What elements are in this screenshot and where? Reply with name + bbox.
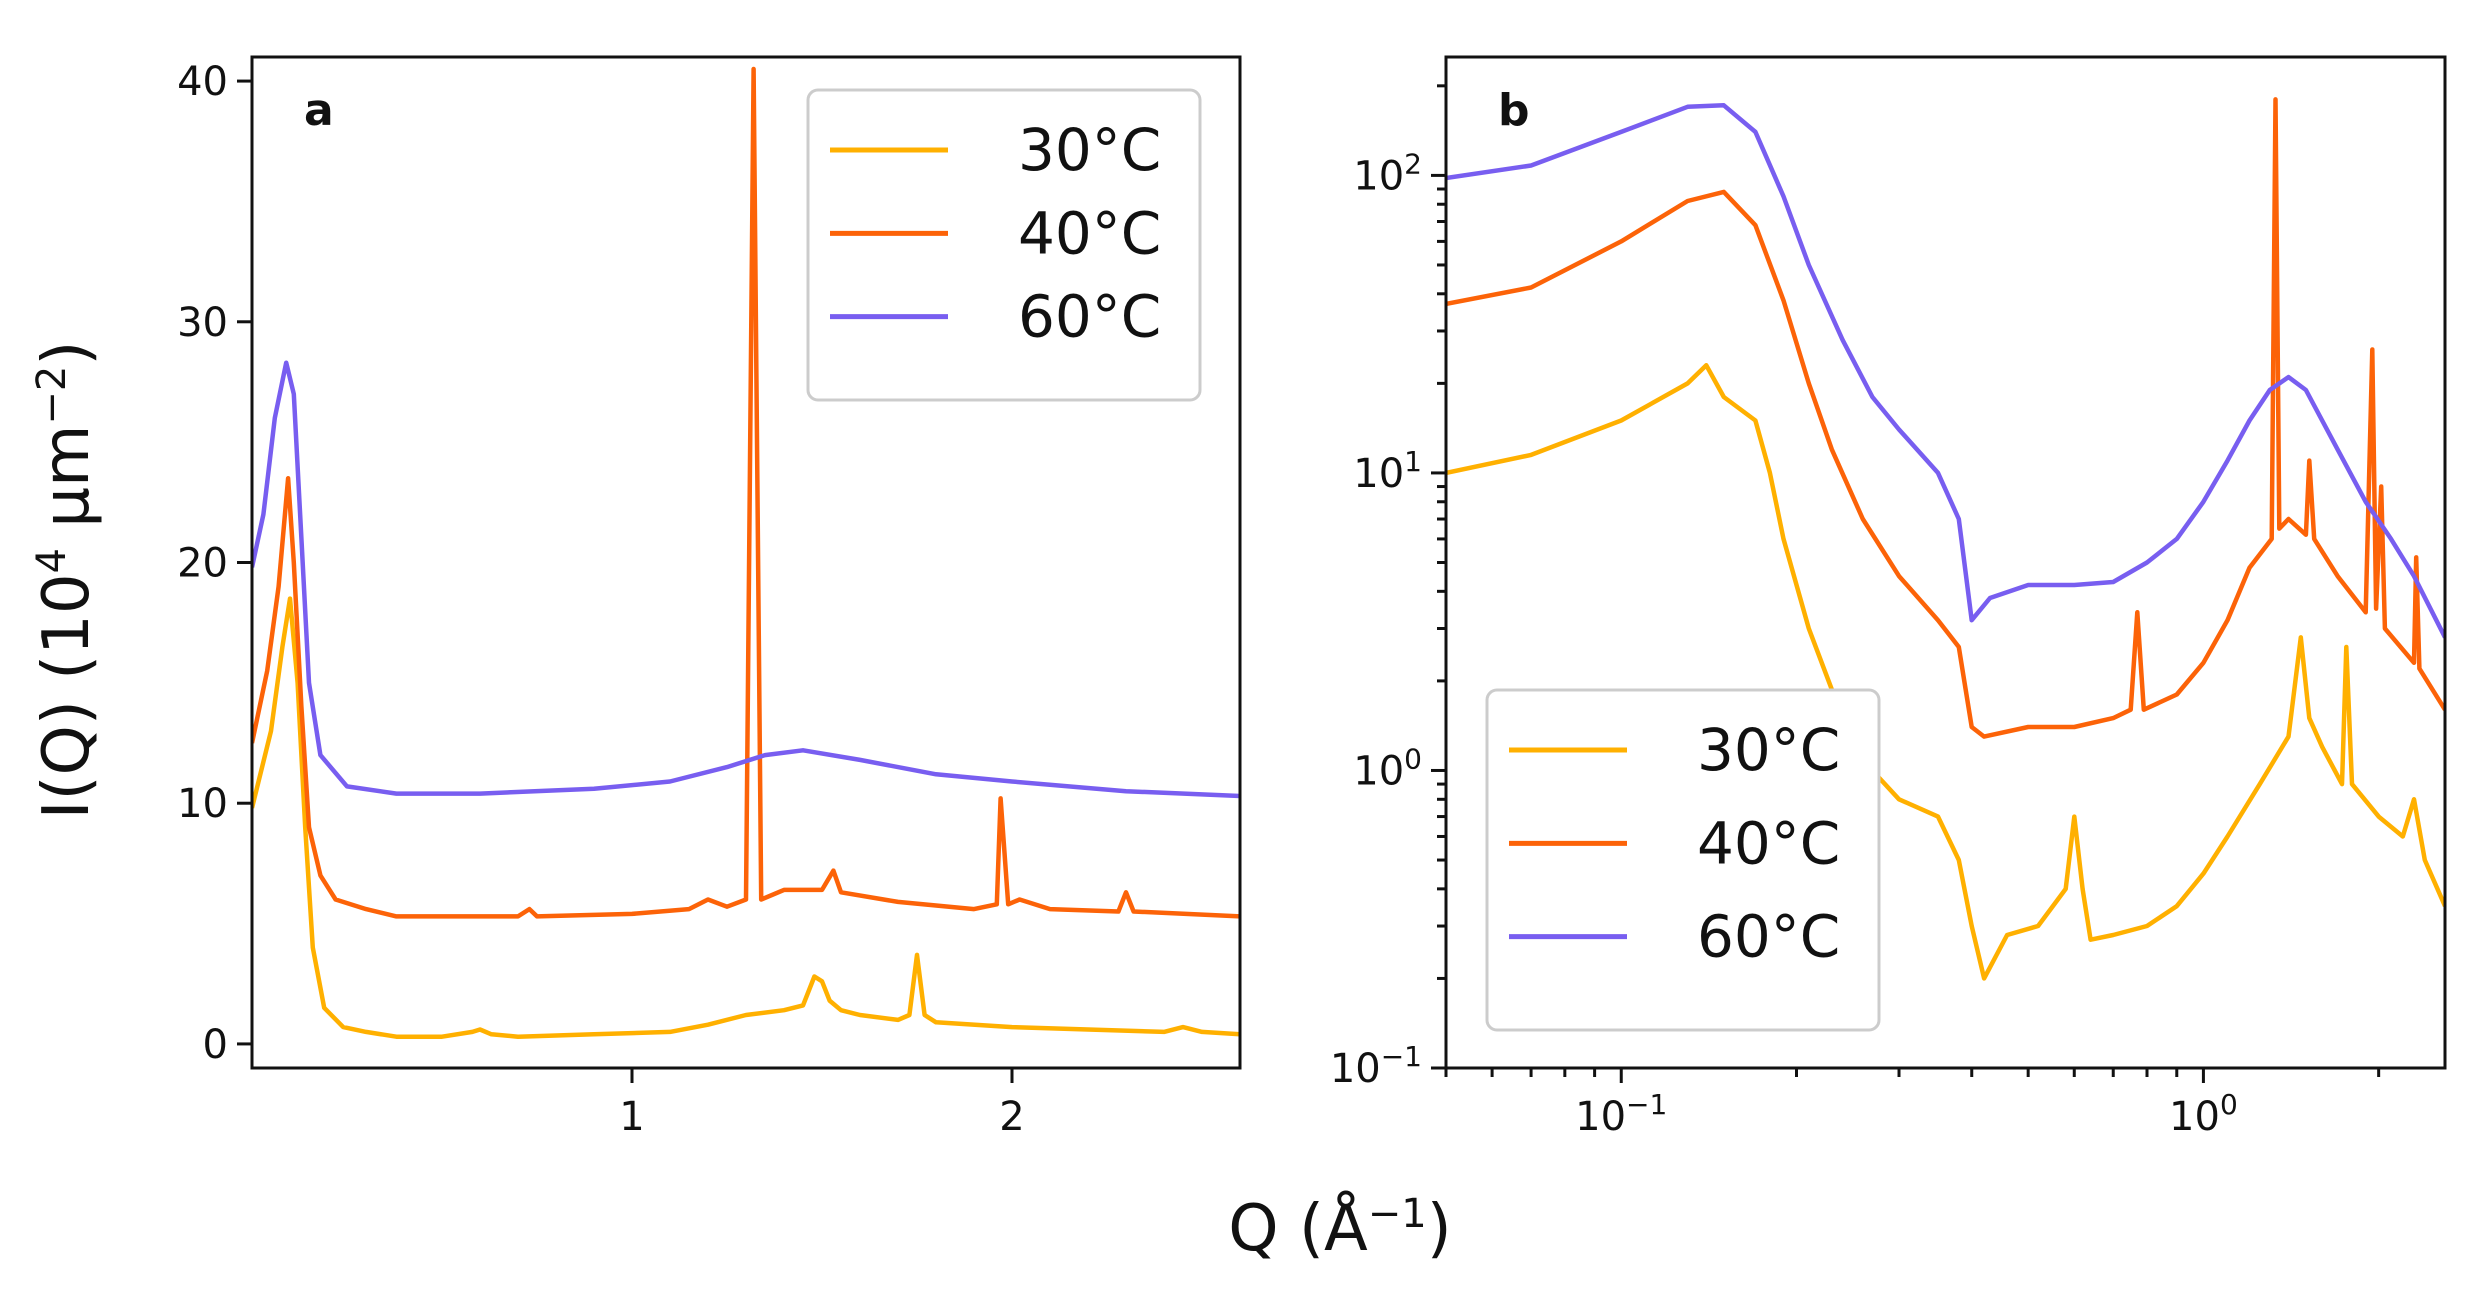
x-tick-label: 2	[999, 1094, 1024, 1140]
series-line-60c	[252, 360, 1240, 799]
legend: 30°C 40°C 60°C	[1485, 688, 1881, 1032]
series-line-30c	[1446, 363, 2445, 981]
legend-label: 40°C	[1018, 199, 1161, 267]
legend-box	[1485, 688, 1881, 1032]
legend-label: 60°C	[1697, 903, 1840, 971]
legend-box	[806, 88, 1202, 402]
series-line-30c	[252, 596, 1240, 1039]
x-axis-title: Q (Å−1)	[1228, 1190, 1451, 1266]
y-tick-label: 100	[1353, 742, 1422, 795]
legend-label: 30°C	[1697, 716, 1840, 784]
panel-label: b	[1498, 85, 1530, 136]
x-tick-label: 100	[2169, 1088, 2238, 1141]
x-tick-label: 10−1	[1575, 1088, 1667, 1141]
y-axis-title: I(Q) (104 μm−2)	[29, 341, 104, 820]
series-line-40c	[252, 66, 1240, 919]
y-tick-label: 10	[177, 781, 228, 827]
y-tick-label: 20	[177, 541, 228, 587]
y-tick-label: 0	[203, 1022, 228, 1068]
legend: 30°C 40°C 60°C	[806, 88, 1202, 402]
y-tick-label: 101	[1353, 444, 1422, 497]
legend-label: 60°C	[1018, 283, 1161, 351]
series-line-60c	[1446, 103, 2445, 639]
y-tick-label: 30	[177, 300, 228, 346]
x-tick-label: 1	[619, 1094, 644, 1140]
y-tick-label: 102	[1353, 147, 1422, 200]
legend-label: 40°C	[1697, 809, 1840, 877]
series-line-40c	[1446, 97, 2445, 739]
panel-label: a	[304, 85, 334, 136]
y-tick-label: 40	[177, 59, 228, 105]
legend-label: 30°C	[1018, 116, 1161, 184]
y-tick-label: 10−1	[1330, 1040, 1422, 1093]
panel-b-chart: 10−1 100 10−1 100 101 102 b 30°C 40°C 60°C	[1330, 55, 2447, 1141]
